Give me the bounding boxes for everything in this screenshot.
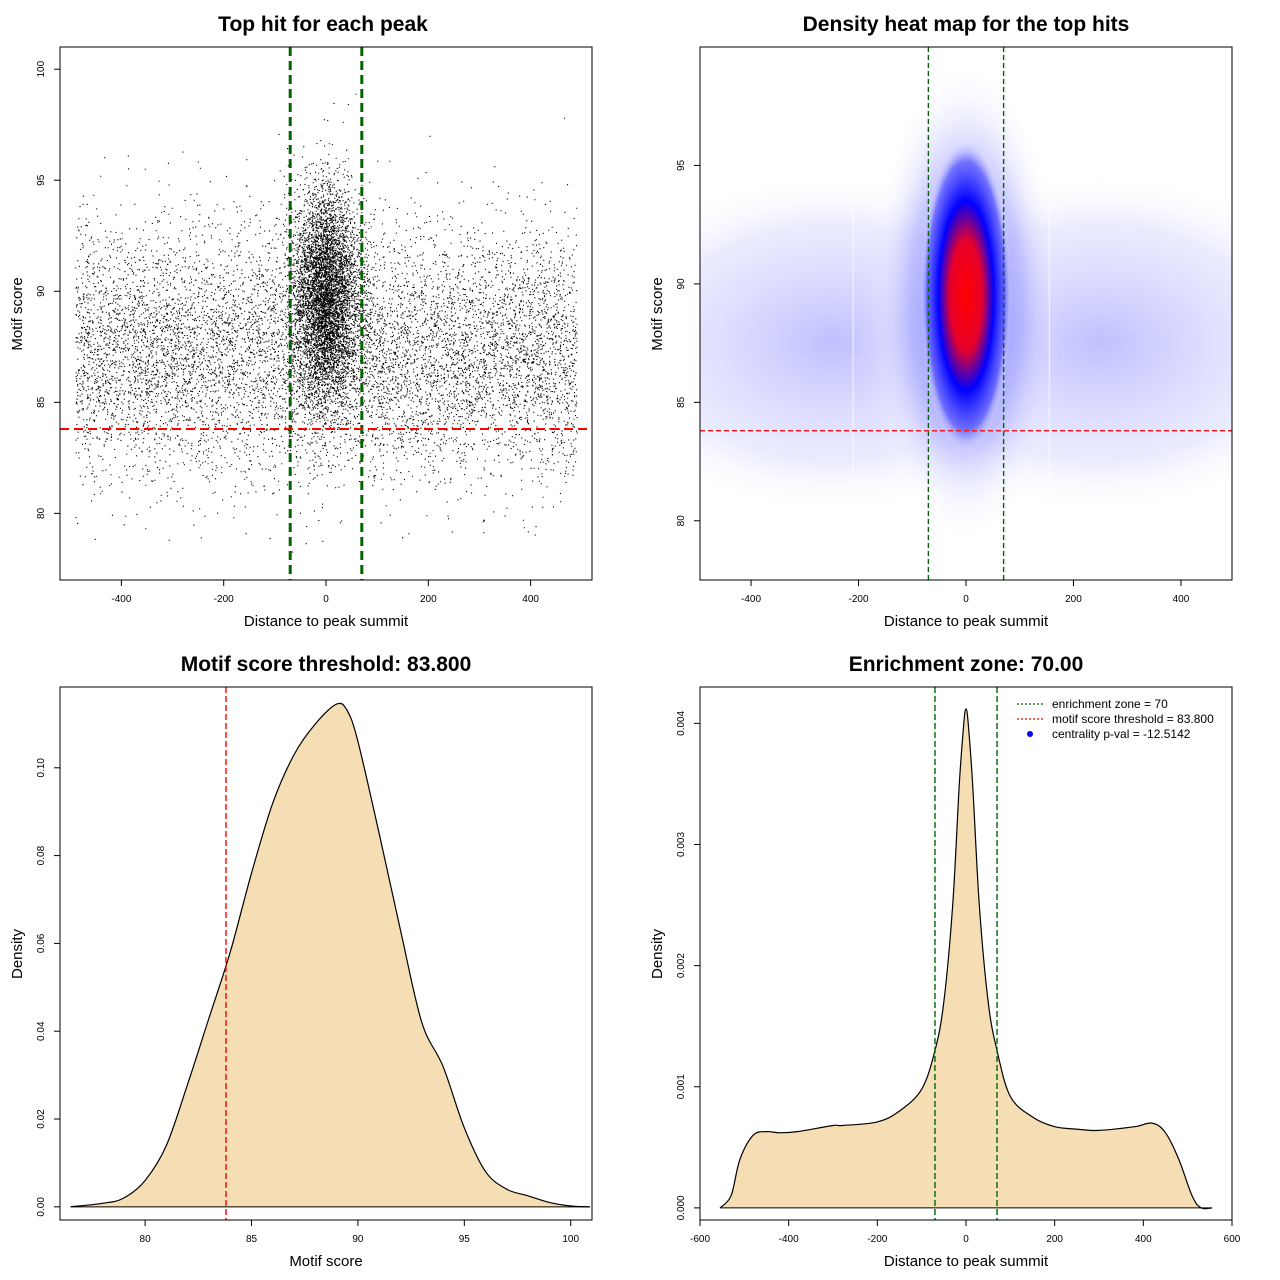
x-tick-label: 400 (1135, 1234, 1152, 1245)
y-axis-label: Density (649, 928, 666, 979)
y-tick-label: 0.10 (36, 758, 47, 778)
y-tick-label: 95 (676, 159, 687, 171)
y-tick-label: 0.004 (676, 710, 687, 735)
y-tick-label: 85 (676, 396, 687, 408)
legend-label-threshold: motif score threshold = 83.800 (1052, 712, 1214, 726)
density-curve (70, 702, 590, 1208)
y-axis-label: Density (9, 928, 26, 979)
x-axis-label: Distance to peak summit (244, 613, 409, 630)
y-tick-label: 100 (36, 60, 47, 77)
x-tick-label: 0 (323, 594, 329, 605)
x-tick-label: -400 (779, 1234, 799, 1245)
x-tick-label: 400 (522, 594, 539, 605)
y-tick-label: 95 (36, 174, 47, 186)
scatter-points (75, 93, 578, 553)
y-axis-label: Motif score (649, 277, 666, 350)
x-tick-label: 200 (420, 594, 437, 605)
x-tick-label: 95 (459, 1234, 471, 1245)
y-tick-label: 0.00 (36, 1197, 47, 1217)
x-tick-label: 200 (1046, 1234, 1063, 1245)
x-tick-label: 100 (562, 1234, 579, 1245)
x-axis-label: Distance to peak summit (884, 1253, 1049, 1270)
plot-frame (59, 686, 593, 1221)
y-axis-label: Motif score (9, 277, 26, 350)
heat-core (920, 137, 1012, 454)
x-tick-label: 85 (246, 1234, 258, 1245)
y-tick-label: 0.002 (676, 953, 687, 978)
legend: enrichment zone = 70 motif score thresho… (1017, 697, 1214, 741)
distance-density-panel: Enrichment zone: 70.00 -600 -400 -200 0 200 4… (649, 653, 1241, 1270)
x-tick-label: 600 (1224, 1234, 1241, 1245)
scatter-panel: Top hit for each peak -400 -200 0 200 400 80… (9, 13, 593, 630)
y-tick-label: 90 (676, 278, 687, 290)
density-curve (719, 708, 1213, 1210)
x-tick-label: -200 (214, 594, 234, 605)
density-fill (70, 703, 590, 1207)
x-tick-label: -600 (690, 1234, 710, 1245)
y-tick-label: 80 (36, 507, 47, 519)
x-tick-label: 90 (352, 1234, 364, 1245)
y-tick-label: 0.000 (676, 1195, 687, 1220)
heatmap-panel: Density heat map for the top hits -400 -2… (649, 13, 1233, 630)
x-tick-label: -400 (111, 594, 131, 605)
x-tick-label: 400 (1173, 594, 1190, 605)
y-tick-label: 0.003 (676, 832, 687, 857)
chart-title: Density heat map for the top hits (803, 13, 1130, 36)
y-tick-label: 0.02 (36, 1109, 47, 1129)
density-heatmap (700, 62, 1232, 543)
legend-point-pval (1027, 731, 1033, 737)
x-tick-label: 0 (963, 594, 969, 605)
x-axis-label: Distance to peak summit (884, 613, 1049, 630)
density-fill (720, 708, 1213, 1209)
y-tick-label: 80 (676, 515, 687, 527)
y-tick-label: 0.06 (36, 933, 47, 953)
x-tick-label: -400 (741, 594, 761, 605)
x-axis-label: Motif score (289, 1253, 362, 1270)
chart-title: Enrichment zone: 70.00 (849, 653, 1084, 676)
x-tick-label: 80 (140, 1234, 152, 1245)
y-tick-label: 0.04 (36, 1021, 47, 1041)
scatter-point-cloud (75, 93, 578, 553)
score-density-panel: Motif score threshold: 83.800 80 85 90 95 10… (9, 653, 593, 1270)
y-tick-label: 85 (36, 396, 47, 408)
y-tick-label: 0.08 (36, 845, 47, 865)
x-tick-label: 0 (963, 1234, 969, 1245)
chart-title: Top hit for each peak (218, 13, 428, 36)
x-tick-label: -200 (867, 1234, 887, 1245)
legend-label-enrichment: enrichment zone = 70 (1052, 697, 1168, 711)
x-tick-label: 200 (1065, 594, 1082, 605)
legend-label-pval: centrality p-val = -12.5142 (1052, 727, 1191, 741)
y-tick-label: 90 (36, 285, 47, 297)
x-tick-label: -200 (849, 594, 869, 605)
y-tick-label: 0.001 (676, 1074, 687, 1099)
chart-title: Motif score threshold: 83.800 (181, 653, 472, 676)
